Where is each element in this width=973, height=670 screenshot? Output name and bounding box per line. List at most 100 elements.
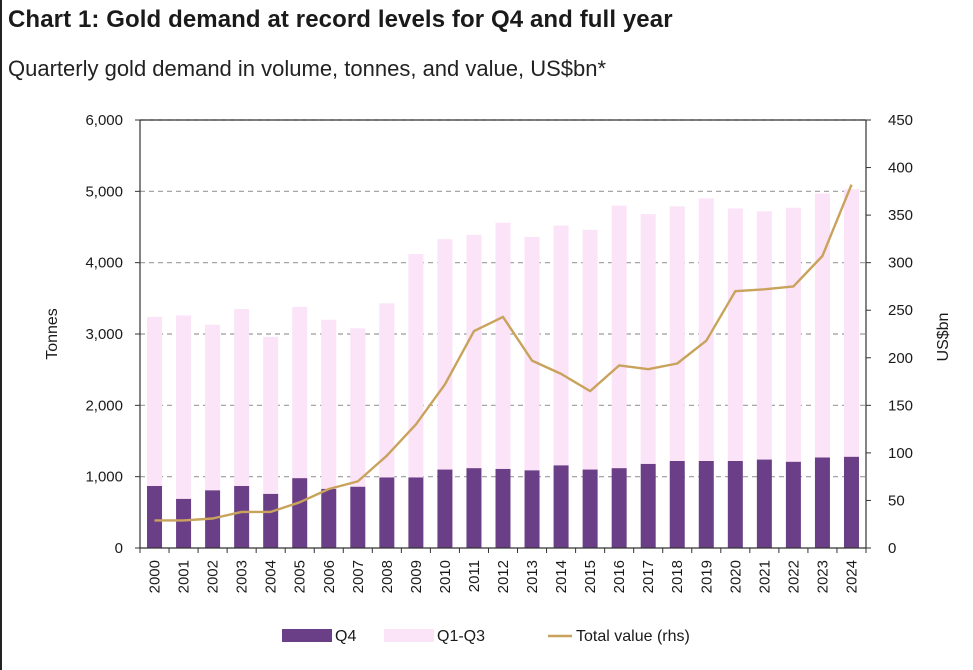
left-tick-label: 6,000 <box>85 112 123 129</box>
x-tick-label: 2002 <box>205 560 222 593</box>
right-tick-label: 400 <box>888 160 913 177</box>
bar-q1-q3 <box>727 208 743 461</box>
x-tick-label: 2017 <box>640 560 657 593</box>
bar-q1-q3 <box>205 324 221 491</box>
x-tick-label: 2012 <box>495 560 512 593</box>
right-tick-label: 0 <box>888 540 896 557</box>
bar-q1-q3 <box>437 239 453 470</box>
bar-q4 <box>843 456 859 548</box>
bar-q4 <box>234 485 250 548</box>
x-tick-label: 2009 <box>408 560 425 593</box>
x-tick-label: 2020 <box>727 560 744 593</box>
right-tick-label: 300 <box>888 255 913 272</box>
x-tick-label: 2008 <box>379 560 396 593</box>
right-tick-label: 50 <box>888 492 905 509</box>
x-tick-label: 2023 <box>814 560 831 593</box>
right-tick-label: 200 <box>888 350 913 367</box>
x-tick-label: 2007 <box>350 560 367 593</box>
left-frame-line <box>0 0 2 670</box>
bar-q4 <box>176 498 192 548</box>
left-tick-label: 3,000 <box>85 326 123 343</box>
bar-q4 <box>524 470 540 548</box>
bar-q1-q3 <box>234 309 250 486</box>
bar-q4 <box>553 465 569 548</box>
left-tick-label: 0 <box>115 540 123 557</box>
bar-q1-q3 <box>669 206 685 461</box>
bar-q1-q3 <box>495 222 511 469</box>
bar-q1-q3 <box>756 211 772 460</box>
x-tick-label: 2021 <box>756 560 773 593</box>
legend-label: Total value (rhs) <box>576 628 690 645</box>
bar-q1-q3 <box>350 328 366 487</box>
bar-q4 <box>321 488 337 548</box>
bar-q4 <box>147 485 163 548</box>
x-tick-label: 2011 <box>466 560 483 592</box>
bar-q1-q3 <box>263 336 279 494</box>
x-tick-label: 2014 <box>553 560 570 593</box>
legend-item-q1-q3: Q1-Q3 <box>384 628 485 645</box>
x-tick-label: 2006 <box>321 560 338 593</box>
bar-layer <box>147 189 859 548</box>
bar-q4 <box>611 468 627 548</box>
right-tick-label: 150 <box>888 397 913 414</box>
x-tick-label: 2015 <box>582 560 599 593</box>
x-tick-label: 2013 <box>524 560 541 593</box>
legend: Q4 Q1-Q3 Total value (rhs) <box>282 628 690 645</box>
bar-q4 <box>756 459 772 548</box>
legend-label: Q4 <box>335 628 356 645</box>
line-layer <box>154 184 853 522</box>
bar-q4 <box>669 460 685 548</box>
bar-q4 <box>292 478 308 548</box>
x-tick-label: 2001 <box>176 560 193 593</box>
legend-item-q4: Q4 <box>282 628 356 645</box>
bar-q1-q3 <box>582 229 598 470</box>
x-tick-label: 2004 <box>263 560 280 593</box>
bar-q4 <box>263 493 279 548</box>
left-tick-label: 5,000 <box>85 183 123 200</box>
bar-q1-q3 <box>814 193 830 458</box>
bar-q4 <box>437 469 453 548</box>
bar-q4 <box>698 460 714 548</box>
right-axis-title: US$bn <box>935 313 952 362</box>
left-tick-label: 4,000 <box>85 255 123 272</box>
bar-q1-q3 <box>698 198 714 461</box>
bar-q1-q3 <box>843 189 859 457</box>
bar-q1-q3 <box>640 214 656 464</box>
bar-q1-q3 <box>785 207 801 462</box>
right-tick-label: 250 <box>888 302 913 319</box>
chart-title: Chart 1: Gold demand at record levels fo… <box>8 6 673 33</box>
bar-q4 <box>466 468 482 548</box>
bar-q1-q3 <box>466 234 482 469</box>
right-tick-label: 450 <box>888 112 913 129</box>
bar-q4 <box>408 477 424 548</box>
bar-q4 <box>814 457 830 548</box>
left-tick-label: 1,000 <box>85 469 123 486</box>
legend-swatch <box>282 629 332 642</box>
bar-q1-q3 <box>408 254 424 478</box>
x-tick-label: 2003 <box>234 560 251 593</box>
x-tick-label: 2018 <box>669 560 686 593</box>
bar-q1-q3 <box>176 315 192 499</box>
axis-layer: 0 1,000 2,000 3,000 4,000 5,000 6,000 0 50 100 150… <box>44 112 952 593</box>
bar-q1-q3 <box>147 316 163 486</box>
bar-q4 <box>785 461 801 548</box>
legend-label: Q1-Q3 <box>437 628 485 645</box>
right-tick-label: 350 <box>888 207 913 224</box>
bar-q4 <box>640 463 656 548</box>
bar-q4 <box>495 468 511 548</box>
bar-q1-q3 <box>292 306 308 479</box>
bar-q1-q3 <box>524 236 540 471</box>
chart-subtitle: Quarterly gold demand in volume, tonnes,… <box>8 56 607 81</box>
x-tick-label: 2022 <box>785 560 802 593</box>
bar-q4 <box>582 469 598 548</box>
bar-q1-q3 <box>379 303 395 478</box>
bar-q4 <box>379 477 395 548</box>
x-tick-label: 2005 <box>292 560 309 593</box>
bar-q1-q3 <box>321 319 337 489</box>
left-axis-title: Tonnes <box>44 308 61 360</box>
left-tick-label: 2,000 <box>85 397 123 414</box>
x-tick-label: 2019 <box>698 560 715 593</box>
bar-q1-q3 <box>611 205 627 469</box>
x-tick-label: 2000 <box>147 560 164 593</box>
